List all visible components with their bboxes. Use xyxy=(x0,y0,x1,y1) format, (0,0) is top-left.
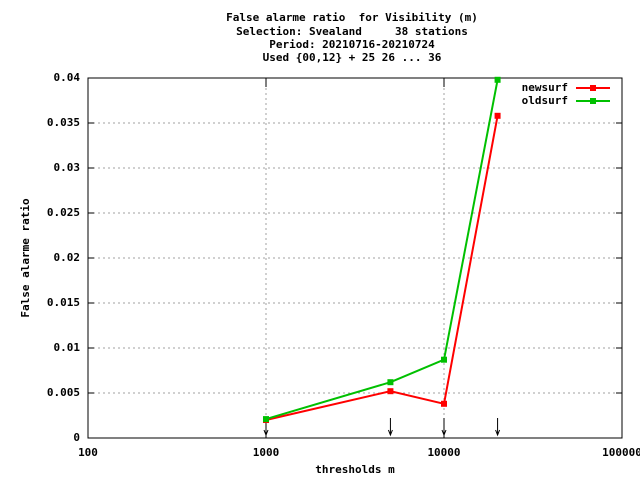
plot-frame xyxy=(87,77,623,439)
y-tick-label: 0.03 xyxy=(54,161,81,174)
y-tick-label: 0.04 xyxy=(54,71,81,84)
point xyxy=(494,112,501,119)
point xyxy=(441,400,447,407)
y-tick-label: 0.02 xyxy=(54,251,81,264)
y-tick-label: 0.005 xyxy=(47,386,80,399)
chart-title: Selection: Svealand 38 stations xyxy=(236,25,468,38)
y-tick-label: 0.015 xyxy=(47,296,80,309)
point xyxy=(387,388,394,395)
legend-marker xyxy=(590,98,596,104)
x-tick-label: 100 xyxy=(78,446,98,459)
x-tick-label: 100000 xyxy=(602,446,640,459)
series-line xyxy=(265,115,499,421)
threshold-arrow xyxy=(387,418,393,437)
threshold-arrow xyxy=(495,418,501,437)
point xyxy=(263,416,269,423)
y-tick-label: 0.035 xyxy=(47,116,80,129)
legend-label: oldsurf xyxy=(522,94,568,107)
x-tick-label: 1000 xyxy=(253,446,280,459)
point xyxy=(494,76,501,83)
x-axis-label: thresholds m xyxy=(315,463,395,476)
chart-title: False alarme ratio for Visibility (m) xyxy=(226,11,478,24)
series-line xyxy=(265,79,499,421)
chart-title: Period: 20210716-20210724 xyxy=(269,38,435,51)
legend-marker xyxy=(590,85,596,91)
threshold-arrow xyxy=(441,418,447,437)
y-axis-label: False alarme ratio xyxy=(19,198,32,318)
point xyxy=(441,356,447,363)
y-tick-label: 0 xyxy=(73,431,80,444)
x-tick-label: 10000 xyxy=(427,446,460,459)
y-tick-label: 0.01 xyxy=(54,341,81,354)
y-tick-label: 0.025 xyxy=(47,206,80,219)
chart-title: Used {00,12} + 25 26 ... 36 xyxy=(263,51,442,64)
point xyxy=(387,379,394,386)
legend-label: newsurf xyxy=(522,81,568,94)
